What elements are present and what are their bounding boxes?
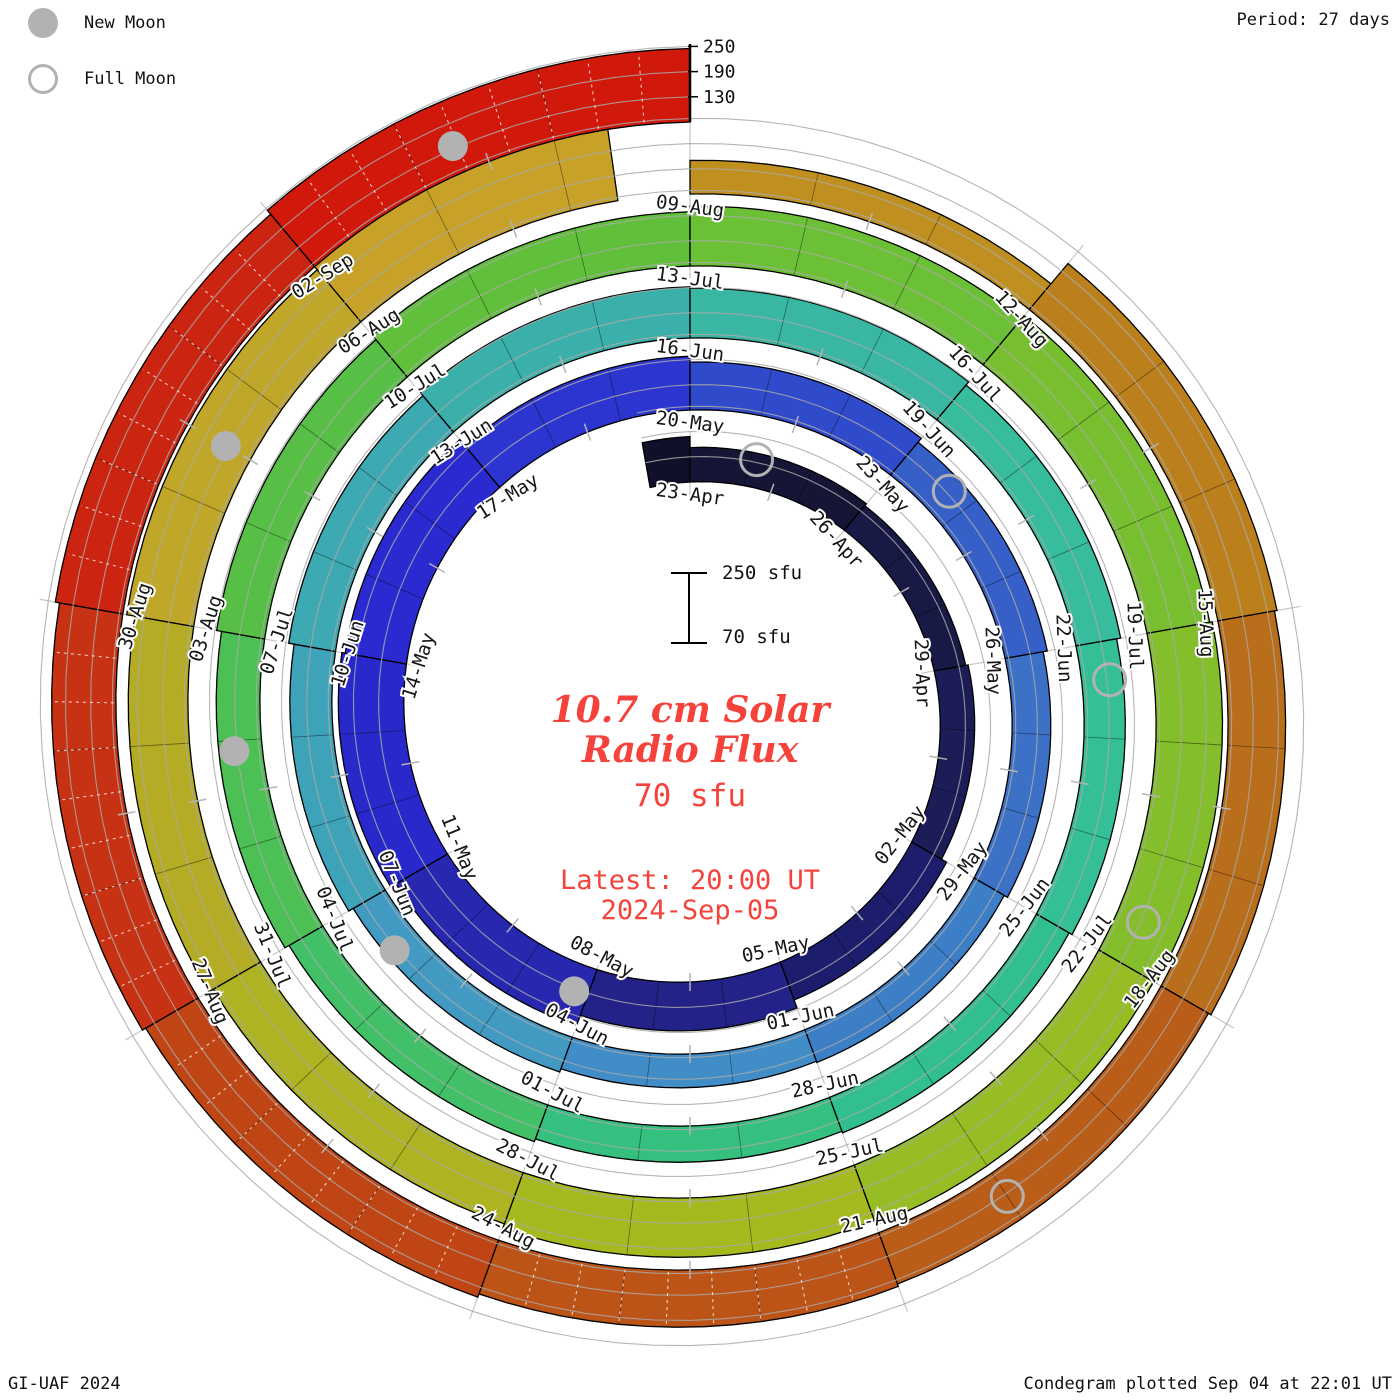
flux-segments [51,47,1287,1328]
full-moon-marker [1092,662,1128,698]
date-label: 15-Aug [1193,588,1218,657]
full-moon-icon [28,64,58,94]
new-moon-marker [559,976,590,1007]
date-label: 29-Apr [910,638,935,707]
date-label: 19-Jul [1122,601,1147,670]
full-moon-marker [1125,904,1161,940]
radial-axis: 250 190 130 [688,36,736,122]
moon-markers [210,131,1161,1214]
period-note: Period: 27 days [1236,10,1390,30]
credit-text: GI-UAF 2024 [8,1374,121,1394]
full-moon-marker [739,442,775,478]
flux-scale-bar [671,572,707,644]
moon-legend: New Moon Full Moon [28,8,176,120]
new-moon-icon [28,8,58,38]
flux-segment [501,1164,876,1258]
date-label: 26-May [981,626,1006,695]
flux-axis-tick-label: 250 [703,36,736,57]
flux-axis-tick-label: 130 [703,87,736,108]
flux-scale-max-label: 250 sfu [722,562,803,584]
flux-gridlines [39,45,1305,1347]
plotted-timestamp: Condegram plotted Sep 04 at 22:01 UT [1023,1374,1392,1394]
subdaily-white-ticks [54,54,854,1325]
full-moon-marker [931,473,967,509]
flux-scale-stem [688,574,690,642]
new-moon-marker [210,431,241,461]
date-label: 22-Jun [1051,614,1076,683]
full-moon-marker [989,1178,1025,1214]
new-moon-label: New Moon [84,13,166,33]
new-moon-marker [379,935,410,966]
legend-row-full-moon: Full Moon [28,64,176,94]
flux-axis-tick-label: 190 [703,62,736,83]
mid-bin-ticks [117,152,1231,1279]
new-moon-marker [437,131,468,162]
flux-scale-min-label: 70 sfu [722,626,791,648]
date-label: 23-Apr [655,479,726,510]
legend-row-new-moon: New Moon [28,8,176,38]
full-moon-label: Full Moon [84,69,177,89]
new-moon-marker [219,736,250,767]
